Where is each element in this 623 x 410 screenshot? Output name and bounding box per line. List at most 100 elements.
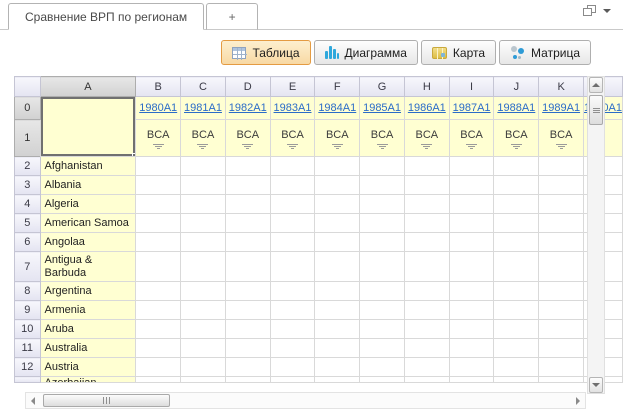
year-cell[interactable]: 1983A1 [269, 96, 316, 120]
cell[interactable] [135, 175, 182, 195]
cell[interactable] [135, 338, 182, 358]
year-link[interactable]: 1989A1 [542, 102, 581, 114]
row-header[interactable]: 2 [14, 156, 41, 176]
row-header[interactable]: 11 [14, 338, 41, 358]
cell[interactable] [180, 232, 226, 252]
cell[interactable] [269, 175, 316, 195]
cell[interactable] [493, 281, 540, 301]
country-cell-partial[interactable]: Azerbaijan [39, 376, 137, 383]
cell[interactable] [314, 251, 361, 282]
cell[interactable] [224, 213, 271, 233]
measure-cell[interactable]: BCA [135, 119, 182, 157]
cell[interactable] [269, 156, 316, 176]
cell[interactable] [448, 213, 495, 233]
column-header-F[interactable]: F [314, 76, 361, 97]
year-link[interactable]: 1985A1 [363, 102, 402, 114]
cell[interactable] [135, 357, 182, 377]
filter-icon[interactable] [421, 144, 433, 149]
column-header-I[interactable]: I [448, 76, 495, 97]
country-cell[interactable]: Argentina [39, 281, 137, 301]
grid-corner-cell[interactable] [14, 76, 41, 97]
cell[interactable] [538, 319, 584, 339]
cell[interactable] [180, 175, 226, 195]
row-header[interactable]: 3 [14, 175, 41, 195]
cell[interactable] [538, 175, 584, 195]
cell[interactable] [493, 194, 540, 214]
year-link[interactable]: 1986A1 [407, 102, 446, 114]
selection-handle[interactable] [132, 153, 135, 156]
cell[interactable] [403, 156, 450, 176]
chart-view-button[interactable]: Диаграмма [313, 40, 418, 65]
measure-cell[interactable]: BCA [359, 119, 405, 157]
cell[interactable] [224, 281, 271, 301]
row-header[interactable]: 5 [14, 213, 41, 233]
filter-icon[interactable] [510, 144, 522, 149]
cell[interactable] [359, 175, 405, 195]
cell[interactable] [180, 156, 226, 176]
country-cell[interactable]: Afghanistan [39, 156, 137, 176]
cell[interactable] [359, 319, 405, 339]
scroll-up-button[interactable] [589, 77, 603, 93]
cell[interactable] [448, 357, 495, 377]
year-link[interactable]: 1980A1 [139, 102, 178, 114]
cell[interactable] [135, 232, 182, 252]
measure-cell[interactable]: BCA [224, 119, 271, 157]
filter-icon[interactable] [242, 144, 254, 149]
cell[interactable] [135, 281, 182, 301]
cascade-windows-icon[interactable] [583, 5, 596, 16]
cell[interactable] [224, 232, 271, 252]
table-view-button[interactable]: Таблица [221, 40, 311, 65]
column-header-G[interactable]: G [359, 76, 405, 97]
filter-icon[interactable] [466, 144, 478, 149]
cell[interactable] [448, 232, 495, 252]
row-header-partial[interactable] [14, 376, 41, 383]
year-link[interactable]: 1988A1 [497, 102, 536, 114]
cell[interactable] [448, 251, 495, 282]
cell[interactable] [538, 213, 584, 233]
cell[interactable] [493, 319, 540, 339]
country-cell[interactable]: American Samoa [39, 213, 137, 233]
measure-cell[interactable]: BCA [448, 119, 495, 157]
cell[interactable] [224, 175, 271, 195]
year-link[interactable]: 1983A1 [273, 102, 312, 114]
year-cell[interactable]: 1986A1 [403, 96, 450, 120]
measure-cell[interactable]: BCA [493, 119, 540, 157]
cell[interactable] [180, 357, 226, 377]
cell[interactable] [359, 357, 405, 377]
cell[interactable] [493, 300, 540, 320]
year-link[interactable]: 1981A1 [184, 102, 222, 114]
window-menu-chevron-down-icon[interactable] [603, 8, 611, 13]
selected-cell-A0[interactable] [39, 96, 137, 157]
cell[interactable] [269, 194, 316, 214]
horizontal-scrollbar[interactable] [25, 392, 586, 409]
year-cell[interactable]: 1989A1 [538, 96, 584, 120]
row-header[interactable]: 4 [14, 194, 41, 214]
cell[interactable] [538, 357, 584, 377]
cell[interactable] [224, 300, 271, 320]
filter-icon[interactable] [376, 144, 388, 149]
cell[interactable] [224, 251, 271, 282]
row-header-0[interactable]: 0 [14, 96, 41, 120]
cell[interactable] [314, 232, 361, 252]
cell[interactable] [359, 376, 405, 383]
cell[interactable] [403, 376, 450, 383]
cell[interactable] [493, 251, 540, 282]
cell[interactable] [538, 251, 584, 282]
cell[interactable] [359, 251, 405, 282]
cell[interactable] [269, 338, 316, 358]
cell[interactable] [180, 376, 226, 383]
cell[interactable] [448, 319, 495, 339]
cell[interactable] [135, 213, 182, 233]
cell[interactable] [314, 376, 361, 383]
cell[interactable] [448, 300, 495, 320]
measure-cell[interactable]: BCA [269, 119, 316, 157]
cell[interactable] [269, 213, 316, 233]
year-link[interactable]: 1987A1 [452, 102, 491, 114]
column-header-J[interactable]: J [493, 76, 540, 97]
cell[interactable] [269, 319, 316, 339]
year-cell[interactable]: 1981A1 [180, 96, 226, 120]
cell[interactable] [493, 232, 540, 252]
cell[interactable] [538, 376, 584, 383]
row-header[interactable]: 9 [14, 300, 41, 320]
cell[interactable] [180, 251, 226, 282]
